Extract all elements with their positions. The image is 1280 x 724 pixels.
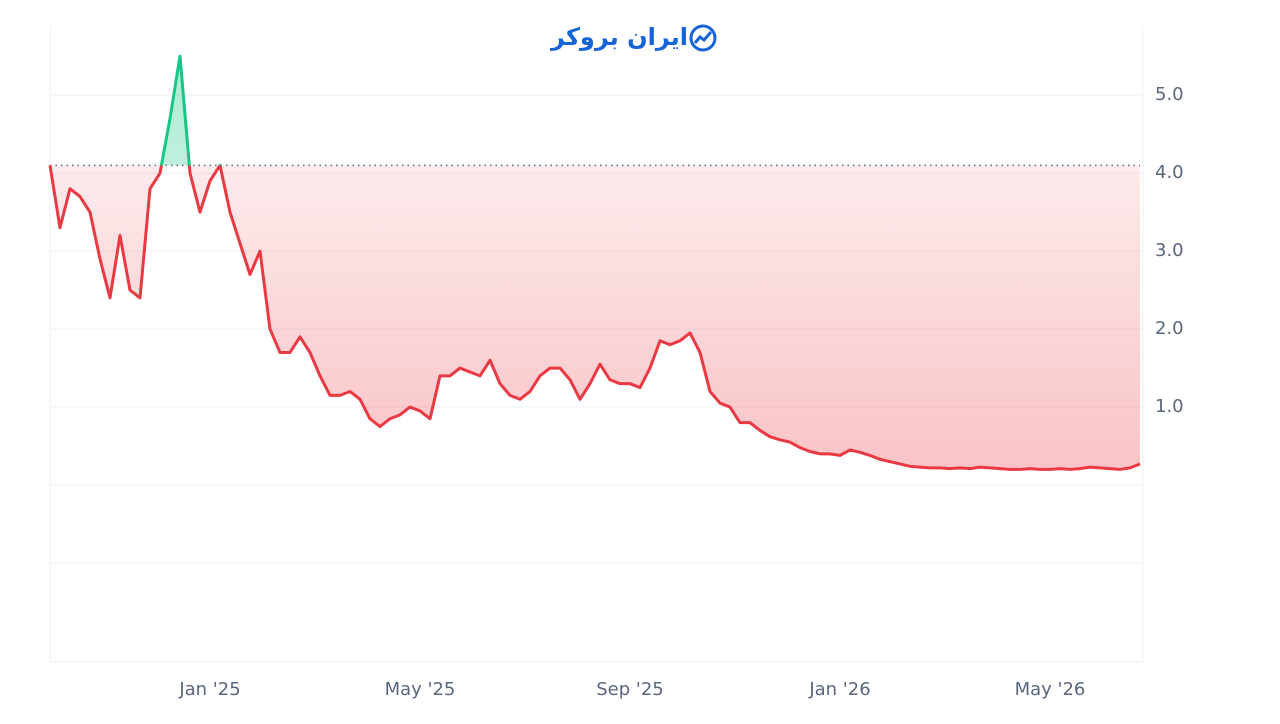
x-tick-label: May '25 <box>385 679 456 700</box>
price-line-down <box>48 165 1141 471</box>
area-up <box>161 56 190 166</box>
x-tick-label: Jan '25 <box>178 679 240 700</box>
logo: ایران بروکر <box>550 23 717 52</box>
y-tick-label: 1.0 <box>1155 396 1184 417</box>
logo-text: ایران بروکر <box>550 23 688 51</box>
y-tick-label: 5.0 <box>1155 84 1184 105</box>
y-tick-label: 4.0 <box>1155 162 1184 183</box>
x-tick-label: Sep '25 <box>596 679 664 700</box>
area-down <box>50 165 1140 470</box>
y-tick-label: 2.0 <box>1155 318 1184 339</box>
y-tick-label: 3.0 <box>1155 240 1184 261</box>
x-tick-label: May '26 <box>1015 679 1086 700</box>
x-tick-label: Jan '26 <box>808 679 870 700</box>
